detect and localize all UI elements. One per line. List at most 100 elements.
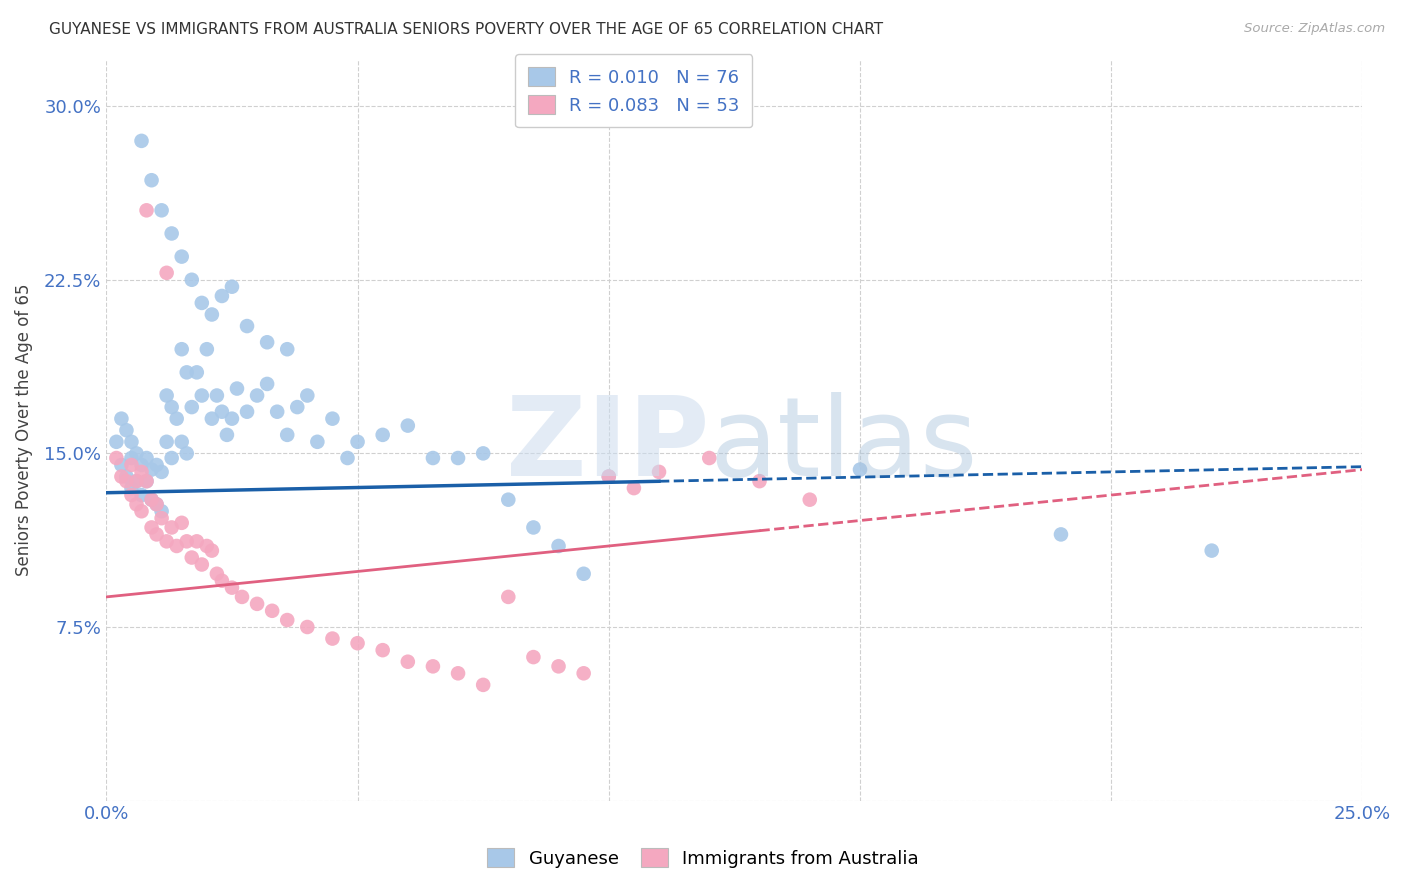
Point: [522, 520, 544, 534]
Point: [135, 474, 157, 488]
Point: [145, 458, 167, 472]
Point: [191, 296, 214, 310]
Point: [422, 450, 444, 465]
Point: [849, 462, 872, 476]
Point: [121, 434, 143, 449]
Point: [156, 388, 179, 402]
Point: [170, 516, 193, 530]
Point: [131, 134, 153, 148]
Point: [648, 465, 671, 479]
Point: [115, 469, 138, 483]
Text: GUYANESE VS IMMIGRANTS FROM AUSTRALIA SENIORS POVERTY OVER THE AGE OF 65 CORRELA: GUYANESE VS IMMIGRANTS FROM AUSTRALIA SE…: [49, 22, 883, 37]
Point: [131, 458, 153, 472]
Point: [131, 504, 153, 518]
Point: [191, 388, 214, 402]
Point: [160, 520, 183, 534]
Point: [150, 511, 173, 525]
Point: [110, 458, 132, 472]
Point: [226, 382, 249, 396]
Point: [166, 539, 188, 553]
Point: [498, 590, 520, 604]
Point: [195, 342, 218, 356]
Point: [266, 405, 288, 419]
Point: [160, 400, 183, 414]
Point: [396, 418, 419, 433]
Point: [262, 604, 284, 618]
Point: [121, 481, 143, 495]
Point: [472, 446, 495, 460]
Point: [547, 539, 569, 553]
Point: [748, 474, 770, 488]
Point: [125, 446, 148, 460]
Point: [256, 376, 278, 391]
Point: [156, 266, 179, 280]
Point: [105, 434, 128, 449]
Point: [1201, 543, 1223, 558]
Point: [1050, 527, 1073, 541]
Legend: R = 0.010   N = 76, R = 0.083   N = 53: R = 0.010 N = 76, R = 0.083 N = 53: [516, 54, 752, 128]
Point: [623, 481, 645, 495]
Point: [141, 520, 163, 534]
Point: [346, 434, 368, 449]
Point: [170, 250, 193, 264]
Point: [135, 450, 157, 465]
Point: [170, 434, 193, 449]
Point: [321, 632, 343, 646]
Point: [141, 492, 163, 507]
Point: [371, 643, 394, 657]
Point: [141, 492, 163, 507]
Point: [447, 450, 470, 465]
Point: [215, 428, 238, 442]
Point: [346, 636, 368, 650]
Point: [170, 342, 193, 356]
Point: [131, 488, 153, 502]
Point: [180, 273, 202, 287]
Point: [131, 465, 153, 479]
Point: [547, 659, 569, 673]
Point: [236, 319, 259, 334]
Point: [572, 566, 595, 581]
Point: [150, 465, 173, 479]
Point: [246, 597, 269, 611]
Point: [180, 550, 202, 565]
Point: [186, 534, 208, 549]
Point: [110, 469, 132, 483]
Point: [135, 203, 157, 218]
Point: [121, 488, 143, 502]
Point: [201, 308, 224, 322]
Point: [141, 173, 163, 187]
Point: [195, 539, 218, 553]
Point: [221, 411, 243, 425]
Point: [371, 428, 394, 442]
Point: [211, 574, 233, 588]
Point: [572, 666, 595, 681]
Point: [176, 446, 198, 460]
Point: [246, 388, 269, 402]
Point: [297, 620, 319, 634]
Point: [201, 411, 224, 425]
Point: [205, 566, 228, 581]
Text: atlas: atlas: [709, 392, 977, 499]
Point: [307, 434, 329, 449]
Point: [396, 655, 419, 669]
Point: [176, 534, 198, 549]
Point: [799, 492, 821, 507]
Point: [276, 428, 298, 442]
Point: [121, 458, 143, 472]
Point: [110, 411, 132, 425]
Point: [160, 227, 183, 241]
Point: [145, 497, 167, 511]
Point: [256, 335, 278, 350]
Point: [221, 279, 243, 293]
Point: [115, 474, 138, 488]
Point: [211, 405, 233, 419]
Point: [447, 666, 470, 681]
Point: [156, 434, 179, 449]
Point: [141, 462, 163, 476]
Point: [201, 543, 224, 558]
Point: [276, 613, 298, 627]
Point: [321, 411, 343, 425]
Point: [121, 450, 143, 465]
Point: [285, 400, 308, 414]
Point: [115, 423, 138, 437]
